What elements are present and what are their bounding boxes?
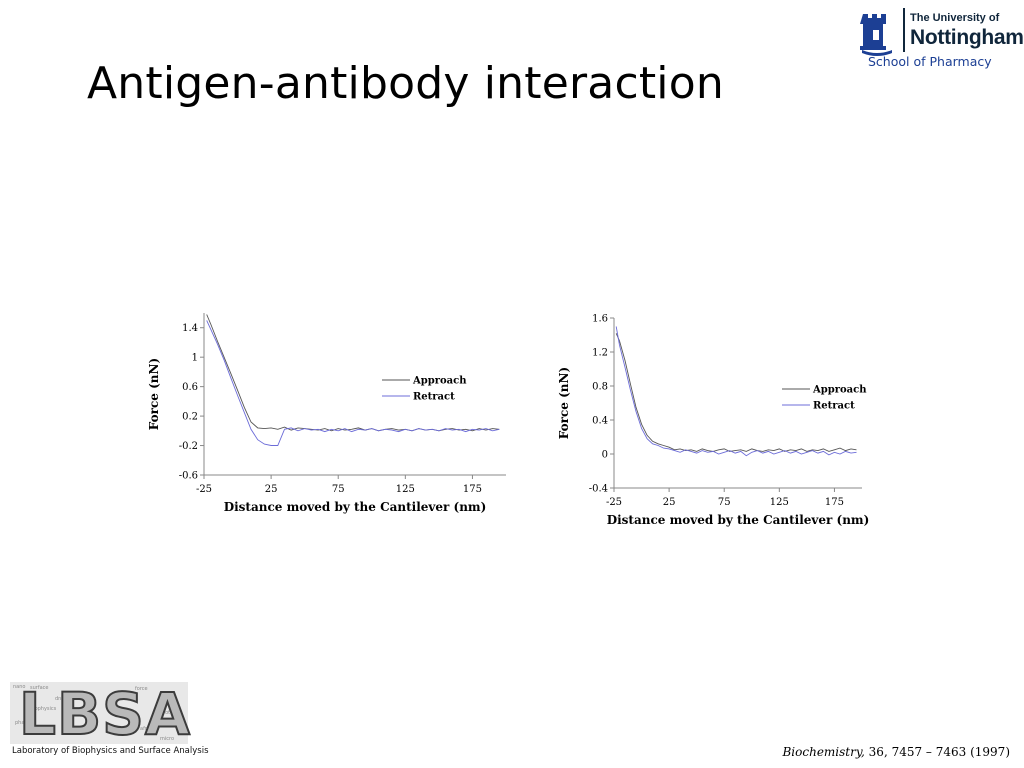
y-tick-label: 1.2	[592, 348, 608, 359]
lbsa-logo: nano surface force dna biophysics protein phar…	[10, 680, 209, 760]
legend-label-retract: Retract	[413, 392, 455, 403]
y-tick-label: 0.6	[182, 382, 198, 393]
lbsa-logo-background: nano surface force dna biophysics protein phar…	[10, 682, 188, 744]
lbsa-tagline: Laboratory of Biophysics and Surface Ana…	[12, 746, 209, 756]
y-tick-label: 0.2	[182, 412, 198, 423]
series-line-approach	[206, 314, 500, 432]
x-tick-label: 175	[463, 484, 482, 495]
castle-crest-icon	[860, 14, 892, 56]
y-axis-label: Force (nN)	[557, 367, 571, 439]
series-line-retract	[615, 326, 857, 457]
x-tick-label: 25	[663, 497, 676, 508]
lbsa-logo-mark: LBSA	[18, 680, 191, 748]
citation-journal: Biochemistry,	[782, 745, 865, 759]
university-logo: The University of Nottingham School of P…	[858, 6, 1024, 72]
citation: Biochemistry, 36, 7457 – 7463 (1997)	[782, 745, 1010, 759]
x-tick-label: 75	[718, 497, 731, 508]
legend-label-approach: Approach	[812, 385, 867, 396]
citation-details: 36, 7457 – 7463 (1997)	[864, 745, 1010, 759]
lbsa-background-word: pharm	[15, 720, 32, 726]
legend-label-approach: Approach	[412, 376, 467, 387]
legend-label-retract: Retract	[813, 401, 855, 412]
x-tick-label: 75	[332, 484, 345, 495]
y-tick-label: 1.6	[592, 314, 608, 325]
series-line-approach	[615, 333, 857, 452]
y-tick-label: -0.6	[179, 471, 198, 482]
x-axis-label: Distance moved by the Cantilever (nm)	[607, 513, 870, 527]
lbsa-background-word: protein	[160, 710, 178, 716]
y-tick-label: 1	[192, 353, 198, 364]
series-line-retract	[206, 320, 500, 446]
logo-separator	[903, 8, 905, 52]
y-tick-label: 0.4	[592, 416, 608, 427]
x-tick-label: 125	[396, 484, 415, 495]
x-axis-label: Distance moved by the Cantilever (nm)	[224, 500, 487, 514]
x-tick-label: -25	[196, 484, 212, 495]
x-tick-label: 125	[770, 497, 789, 508]
lbsa-background-word: surface	[30, 685, 49, 691]
y-tick-label: 0.8	[592, 382, 608, 393]
y-axis-label: Force (nN)	[147, 358, 161, 430]
lbsa-background-word: biophysics	[30, 706, 57, 712]
lbsa-background-word: afm	[140, 726, 150, 732]
lbsa-background-word: micro	[160, 736, 175, 742]
lbsa-background-word: force	[135, 686, 148, 692]
y-tick-label: 1.4	[182, 323, 198, 334]
lbsa-background-word: dna	[55, 696, 65, 702]
logo-line-2: Nottingham	[910, 26, 1024, 49]
slide-title: Antigen-antibody interaction	[87, 58, 724, 109]
lbsa-background-word: nano	[13, 684, 26, 690]
logo-line-1: The University of	[910, 12, 1000, 24]
x-tick-label: 175	[825, 497, 844, 508]
y-tick-label: -0.4	[589, 484, 608, 495]
x-tick-label: 25	[265, 484, 278, 495]
y-tick-label: 0	[602, 450, 608, 461]
y-tick-label: -0.2	[179, 441, 198, 452]
department-name: School of Pharmacy	[868, 54, 992, 69]
x-tick-label: -25	[606, 497, 622, 508]
